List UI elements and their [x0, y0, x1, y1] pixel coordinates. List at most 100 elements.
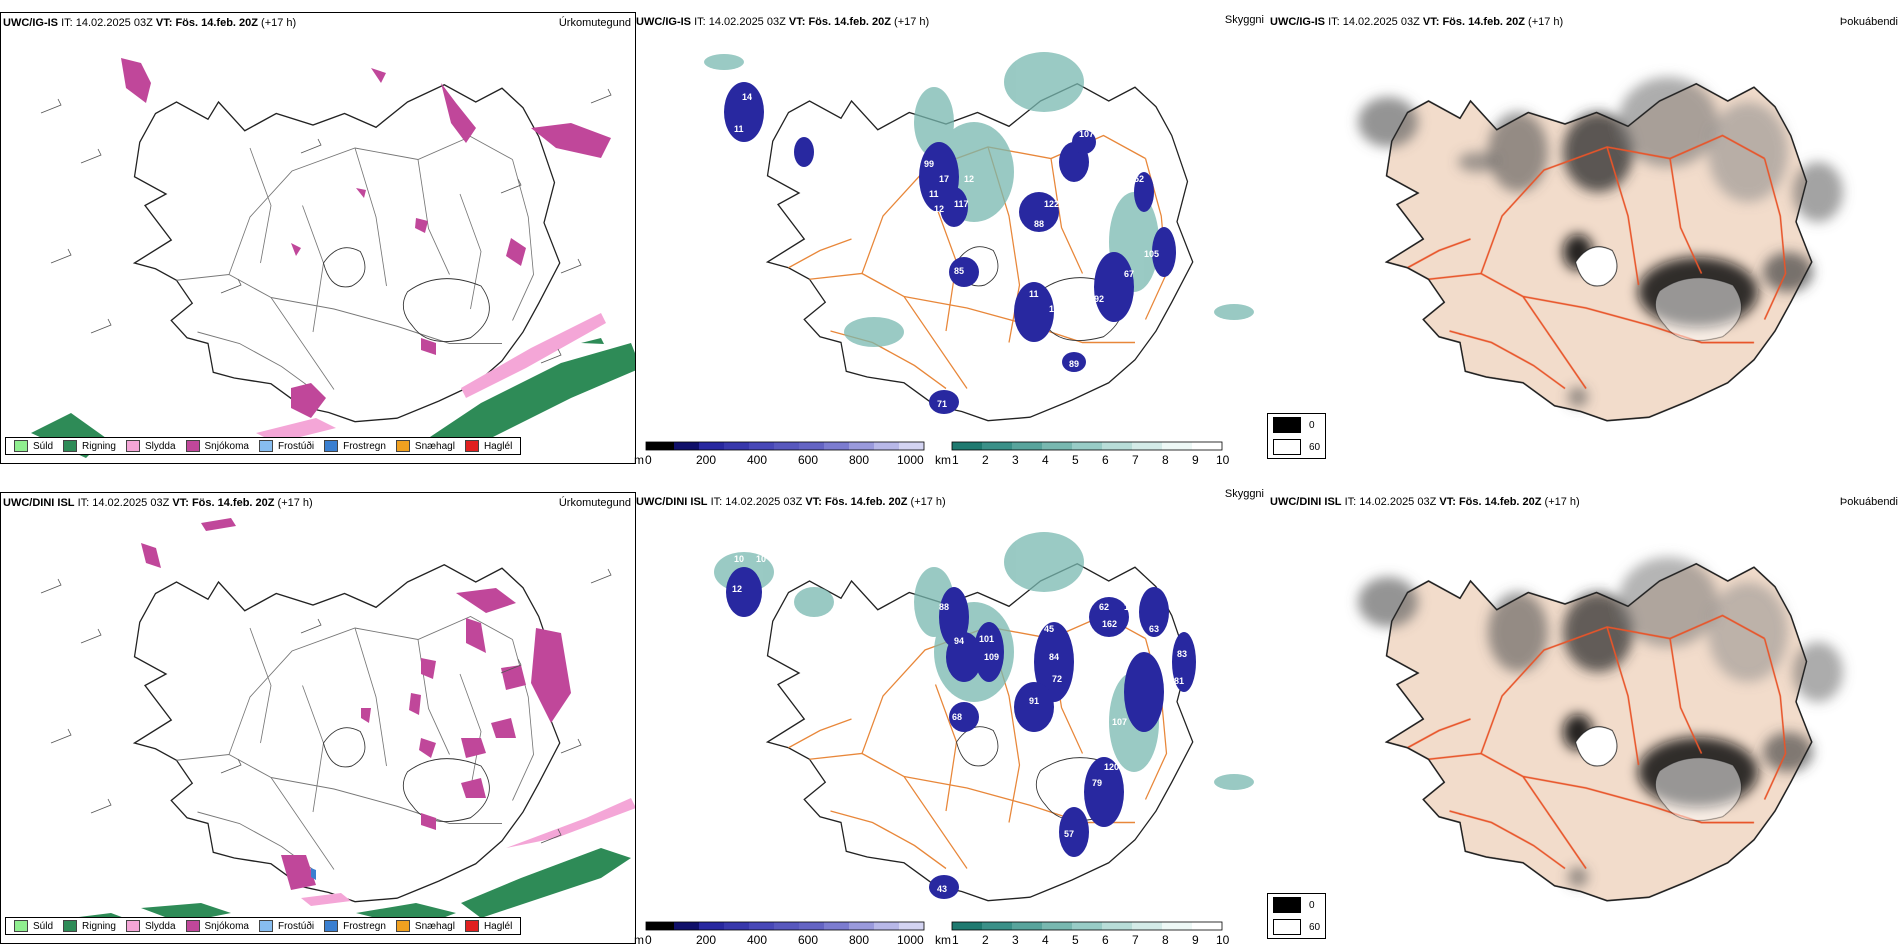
cloud-panel-bottom: UWC/DINI ISL IT: 14.02.2025 03Z VT: Fös.… — [634, 488, 1268, 947]
tick: 200 — [696, 933, 716, 947]
height-colorbar-top: m 0 200 400 600 800 1000 — [634, 441, 925, 467]
snow-areas-top — [121, 58, 611, 418]
cloud-value: 43 — [937, 884, 947, 894]
tick: 4 — [1042, 933, 1049, 947]
tick: 0 — [645, 453, 652, 467]
fog-title-bottom: UWC/DINI ISL IT: 14.02.2025 03Z VT: Fös.… — [1270, 496, 1580, 508]
tick: 4 — [1042, 453, 1049, 467]
legend-item: Frostúði — [258, 440, 314, 452]
cloud-value: 11 — [929, 189, 939, 199]
height-unit: m — [634, 453, 644, 467]
cloud-value: 107 — [1112, 717, 1127, 727]
tick: 800 — [849, 933, 869, 947]
cloud-value: 13 — [1094, 234, 1104, 244]
sleet-areas-top — [256, 313, 606, 443]
cloud-title-top: UWC/IG-IS IT: 14.02.2025 03Z VT: Fös. 14… — [636, 16, 930, 28]
cloud-value: 107 — [1079, 129, 1094, 139]
tick: 6 — [1102, 933, 1109, 947]
cloud-value: 101 — [979, 634, 994, 644]
cloud-panel-top: UWC/IG-IS IT: 14.02.2025 03Z VT: Fös. 14… — [634, 12, 1268, 467]
rain-areas-bottom — [31, 848, 631, 928]
cloud-value: 122 — [1044, 199, 1059, 209]
precip-panel-bottom: UWC/DINI ISL IT: 14.02.2025 03Z VT: Fös.… — [0, 492, 636, 944]
cloud-value: 68 — [952, 712, 962, 722]
fog-legend-bottom: 0 60 — [1267, 893, 1327, 939]
cloud-value: 11 — [1029, 289, 1039, 299]
cloud-value: 83 — [1177, 649, 1187, 659]
tick: 2 — [982, 453, 989, 467]
cloud-value: 72 — [1052, 674, 1062, 684]
tick: 5 — [1072, 933, 1079, 947]
precip-type-label-top: Úrkomutegund — [558, 17, 631, 29]
cloud-values-bottom: 10 10 12 88 94 101 109 68 45 84 72 91 10… — [732, 554, 1187, 894]
tick: 9 — [1192, 453, 1199, 467]
precip-legend-top: Súld Rigning Slydda Snjókoma Frostúði Fr… — [5, 437, 522, 455]
tick: 7 — [1132, 453, 1139, 467]
tick: 8 — [1162, 453, 1169, 467]
fog-title-top: UWC/IG-IS IT: 14.02.2025 03Z VT: Fös. 14… — [1270, 16, 1564, 28]
low-cloud-areas-top — [724, 82, 1176, 414]
legend-item: Súld — [14, 440, 53, 452]
cloud-value: 12 — [1112, 656, 1122, 666]
fog-legend-item: 60 — [1268, 916, 1325, 938]
tick: 400 — [747, 453, 767, 467]
tick: 9 — [1192, 933, 1199, 947]
legend-item: Haglél — [464, 440, 512, 452]
tick: 600 — [798, 933, 818, 947]
fog-legend-top: 0 60 — [1267, 413, 1327, 459]
cloud-value: 88 — [939, 602, 949, 612]
tick: 3 — [1012, 453, 1019, 467]
fog-map-bottom — [1358, 557, 1843, 902]
sleet-areas-bottom — [301, 798, 635, 906]
cloud-value: 92 — [1094, 294, 1104, 304]
cloud-title-bottom: UWC/DINI ISL IT: 14.02.2025 03Z VT: Fös.… — [636, 496, 946, 508]
cloud-value: 17 — [939, 174, 949, 184]
cloud-value: 162 — [1102, 619, 1117, 629]
cloud-value: 14 — [1034, 244, 1044, 254]
cloud-value: 105 — [1144, 249, 1159, 259]
tick: 7 — [1132, 933, 1139, 947]
cloud-value: 52 — [1134, 174, 1144, 184]
precip-legend-bottom: Súld Rigning Slydda Snjókoma Frostúði Fr… — [5, 917, 522, 935]
cloud-value: 120 — [1104, 762, 1119, 772]
tick: 1 — [952, 933, 959, 947]
visibility-label-bottom: Skyggni — [1224, 488, 1264, 500]
cloud-value: 67 — [1124, 269, 1134, 279]
colorbars-bottom: m 0 200 400 600 800 1000 km 1 2 3 4 5 6 — [634, 921, 1230, 947]
tick: 5 — [1072, 453, 1079, 467]
fog-legend-item: 60 — [1268, 436, 1325, 458]
km-colorbar-top: km 1 2 3 4 5 6 7 8 9 10 — [935, 441, 1230, 467]
wind-barbs-bottom — [40, 568, 612, 844]
fog-indicator-label-top: Þokuábendi — [1839, 16, 1898, 28]
cloud-value: 85 — [954, 266, 964, 276]
precip-map-bottom — [31, 518, 635, 928]
cloud-value: 88 — [1034, 219, 1044, 229]
cloud-value: 89 — [1069, 359, 1079, 369]
cloud-value: 117 — [954, 199, 969, 209]
fog-indicator-label-bottom: Þokuábendi — [1839, 496, 1898, 508]
cloud-value: 99 — [924, 159, 934, 169]
legend-item: Slydda — [125, 920, 176, 932]
height-colorbar-bottom: m 0 200 400 600 800 1000 — [634, 921, 925, 947]
cloud-value: 73 — [1104, 184, 1114, 194]
precip-type-label-bottom: Úrkomutegund — [558, 497, 631, 509]
tick: 2 — [982, 933, 989, 947]
cloud-value: 13 — [1049, 304, 1059, 314]
colorbars-top: m 0 200 400 600 800 1000 km 1 2 3 4 5 6 — [634, 441, 1230, 467]
cloud-value: 10 — [734, 554, 744, 564]
tick: 0 — [645, 933, 652, 947]
cloud-value: 11 — [734, 124, 744, 134]
freezing-rain-areas-bottom — [311, 868, 316, 880]
precip-title-bottom: UWC/DINI ISL IT: 14.02.2025 03Z VT: Fös.… — [3, 497, 313, 509]
legend-item: Snjókoma — [185, 920, 249, 932]
legend-item: Frostregn — [324, 440, 386, 452]
legend-item: Slydda — [125, 440, 176, 452]
cloud-value: 109 — [984, 652, 999, 662]
cloud-map-bottom: 10 10 12 88 94 101 109 68 45 84 72 91 10… — [714, 532, 1254, 902]
fog-legend-item: 0 — [1268, 414, 1325, 436]
cloud-map-top: 14 14 11 99 17 11 12 117 12 85 88 122 14… — [704, 52, 1254, 422]
height-unit: m — [634, 933, 644, 947]
legend-item: Frostúði — [258, 920, 314, 932]
cloud-value: 14 — [764, 99, 774, 109]
cloud-value: 94 — [954, 636, 964, 646]
